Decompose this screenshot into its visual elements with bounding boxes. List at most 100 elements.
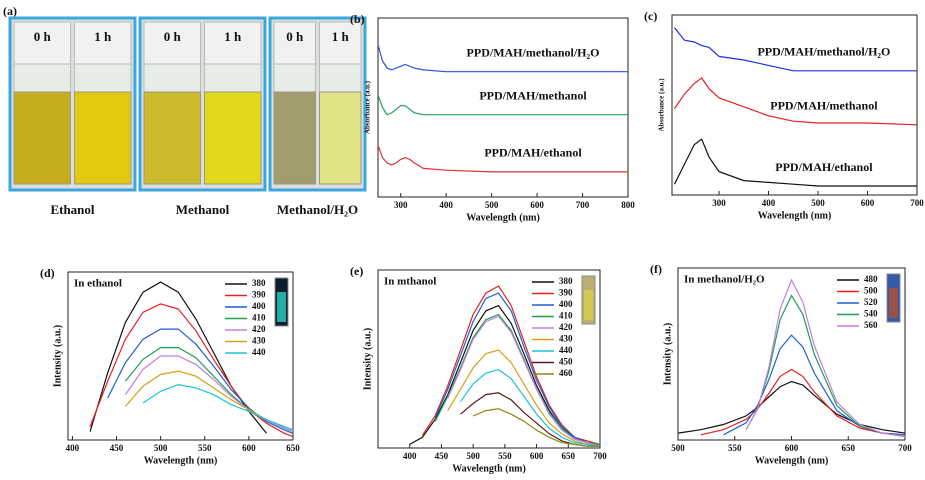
panel-label: (c) [644, 9, 657, 23]
spectrum-line [434, 313, 601, 445]
x-tick-label: 500 [154, 443, 168, 453]
vial-cap [204, 21, 262, 65]
series-label: PPD/MAH/methanol/H₂O [467, 45, 600, 59]
series-label: PPD/MAH/methanol/H₂O [757, 45, 890, 59]
spectrum-line [377, 44, 628, 73]
x-tick-label: 400 [762, 198, 776, 208]
x-tick-label: 800 [621, 200, 635, 210]
spectrum-line [377, 144, 628, 173]
x-tick-label: 500 [485, 200, 499, 210]
x-tick-label: 500 [671, 443, 685, 453]
vial-glass [13, 63, 71, 93]
series-label: PPD/MAH/ethanol [775, 160, 873, 174]
series-label: PPD/MAH/ethanol [484, 146, 582, 160]
spectrum-line [745, 278, 906, 438]
legend-label: 430 [252, 336, 266, 346]
x-tick-label: 450 [435, 451, 449, 461]
inset-photo-glow [277, 292, 286, 322]
vial-label: 0 h [164, 29, 182, 44]
series-label: PPD/MAH/methanol [479, 88, 587, 102]
vial-glass [273, 63, 316, 93]
x-axis-label: Wavelength (nm) [452, 463, 526, 474]
x-axis-label: Wavelength (nm) [755, 455, 829, 466]
panel-label: (a) [3, 4, 17, 18]
vial-label: 0 h [34, 29, 52, 44]
x-tick-label: 400 [439, 200, 453, 210]
x-tick-label: 450 [110, 443, 124, 453]
vial-glass [204, 63, 262, 93]
x-tick-label: 600 [242, 443, 256, 453]
vial-label: 1 h [94, 29, 112, 44]
x-tick-label: 700 [593, 451, 607, 461]
legend-label: 520 [864, 297, 878, 307]
legend-label: 390 [252, 290, 266, 300]
x-tick-label: 600 [861, 198, 875, 208]
plot-title: In mthanol [384, 276, 436, 288]
x-axis-label: Wavelength (nm) [758, 210, 832, 221]
x-tick-label: 400 [403, 451, 417, 461]
y-axis-label: Intensity (a.u.) [362, 328, 373, 391]
legend-label: 390 [559, 288, 573, 298]
y-axis-label: Absorbance (a.u.) [658, 78, 666, 132]
x-tick-label: 700 [576, 200, 590, 210]
vial-liquid [273, 91, 316, 185]
spectrum-line [377, 94, 628, 116]
legend-label: 450 [559, 357, 573, 367]
spectrum-line [745, 294, 906, 438]
x-tick-label: 600 [530, 451, 544, 461]
spectrum-line [447, 315, 601, 447]
spectrum-line [434, 292, 601, 445]
legend-label: 430 [559, 334, 573, 344]
x-tick-label: 300 [712, 198, 726, 208]
vial-liquid [204, 91, 262, 185]
vial-caption: Methanol/H₂O [277, 202, 358, 217]
x-tick-label: 300 [394, 200, 408, 210]
spectrum-line [700, 368, 906, 436]
inset-photo-glow [889, 288, 898, 318]
vial-glass [143, 63, 201, 93]
vial-label: 0 h [286, 29, 304, 44]
legend-label: 380 [252, 278, 266, 288]
panel-label: (b) [350, 12, 365, 26]
x-tick-label: 650 [562, 451, 576, 461]
spectrum-line [447, 349, 601, 447]
plot-frame [67, 271, 294, 441]
legend-label: 380 [559, 276, 573, 286]
legend-label: 400 [252, 301, 266, 311]
vial-caption: Methanol [176, 202, 230, 217]
y-axis-label: Intensity (a.u.) [52, 325, 63, 388]
legend-label: 540 [864, 309, 878, 319]
legend-label: 400 [559, 299, 573, 309]
spectrum-line [107, 328, 294, 434]
vial-liquid [74, 91, 132, 185]
spectrum-line [674, 27, 917, 72]
legend-label: 480 [864, 274, 878, 284]
plot-title: In methanol/H₂O [684, 274, 765, 286]
series-label: PPD/MAH/methanol [770, 99, 878, 113]
x-tick-label: 650 [286, 443, 300, 453]
legend-label: 410 [559, 311, 573, 321]
legend-label: 440 [252, 347, 266, 357]
plot-frame [377, 17, 629, 198]
legend-label: 410 [252, 313, 266, 323]
legend-label: 500 [864, 286, 878, 296]
y-axis-label: Absorbance (a.u.) [364, 80, 372, 134]
y-axis-label: Intensity (a.u.) [662, 323, 673, 386]
vial-label: 1 h [332, 29, 350, 44]
vial-caption: Ethanol [50, 202, 94, 217]
spectrum-line [89, 303, 294, 438]
panel-label: (d) [40, 266, 55, 280]
spectrum-line [89, 281, 267, 434]
vial-cap [273, 21, 316, 65]
spectrum-line [723, 334, 906, 436]
vial-liquid [143, 91, 201, 185]
legend-label: 560 [864, 320, 878, 330]
spectrum-line [677, 380, 906, 434]
x-tick-label: 550 [198, 443, 212, 453]
spectrum-line [674, 77, 918, 126]
x-tick-label: 500 [466, 451, 480, 461]
x-tick-label: 600 [530, 200, 544, 210]
x-tick-label: 550 [728, 443, 742, 453]
spectrum-line [472, 408, 600, 447]
